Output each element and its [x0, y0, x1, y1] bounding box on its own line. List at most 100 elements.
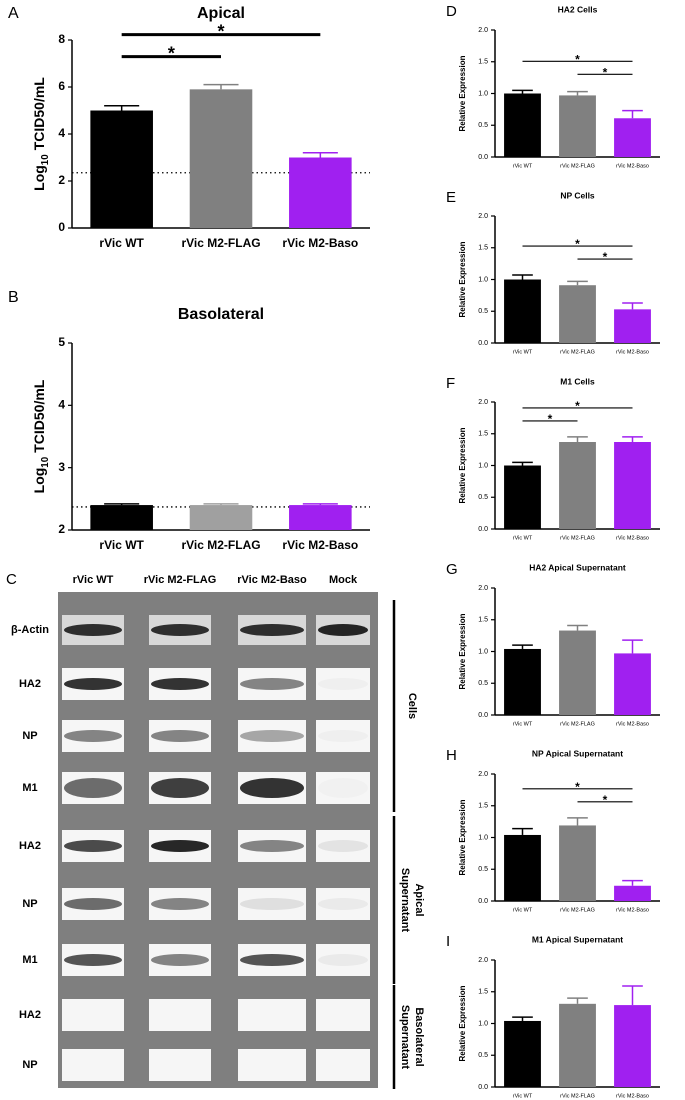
error-bar [567, 817, 588, 826]
bar [90, 110, 153, 228]
y-tick-label: 0.5 [478, 1052, 488, 1059]
blot-band [318, 840, 368, 852]
significance-label: * [603, 250, 608, 264]
blot-row-label: M1 [22, 954, 37, 966]
blot-band [240, 954, 304, 966]
blot-box [316, 944, 370, 976]
y-axis-label-part: Log [31, 468, 47, 494]
significance-label: * [575, 780, 580, 794]
blot-band [64, 624, 122, 636]
blot-band [240, 778, 304, 798]
y-tick-label: 2.0 [478, 771, 488, 778]
y-tick-label: 0.0 [478, 340, 488, 347]
blot-band [151, 898, 209, 910]
blot-row-label: HA2 [19, 1009, 41, 1021]
y-axis-label-part: Relative Expression [458, 799, 467, 875]
chart-title: M1 Apical Supernatant [532, 934, 623, 944]
error-bar [512, 827, 533, 835]
blot-band [151, 624, 209, 636]
bar [504, 465, 541, 529]
bar [559, 825, 596, 901]
y-tick-label: 2 [58, 173, 65, 187]
blot-group-label: Supernatant [399, 1005, 411, 1070]
blot-band [64, 778, 122, 798]
error-bar [512, 274, 533, 280]
error-bar [512, 1016, 533, 1021]
bar [559, 442, 596, 529]
blot-band [64, 730, 122, 742]
x-tick-label: rVic M2-FLAG [560, 163, 595, 169]
panel-label: B [8, 289, 19, 306]
blot-group-label: Basolateral [413, 1007, 425, 1066]
y-axis-label-part: 10 [40, 154, 51, 165]
error-bar [622, 879, 643, 886]
panel-label: E [446, 189, 456, 206]
blot-band [318, 954, 368, 966]
blot-box [316, 668, 370, 700]
chart-title: NP Apical Supernatant [532, 748, 623, 758]
x-tick-label: rVic M2-Baso [616, 535, 649, 541]
y-tick-label: 0 [58, 220, 65, 234]
x-tick-label: rVic WT [513, 721, 533, 727]
bar [614, 885, 651, 901]
x-tick-label: rVic M2-FLAG [560, 721, 595, 727]
y-tick-label: 0.0 [478, 898, 488, 905]
panel-label: D [446, 3, 457, 20]
y-axis-label: Relative Expression [458, 241, 467, 317]
blot-box [62, 1049, 124, 1081]
bar [559, 285, 596, 343]
blot-band [151, 730, 209, 742]
blot-band [318, 678, 368, 690]
panel-label: I [446, 933, 450, 950]
y-axis-label-part: TCID50/mL [31, 77, 47, 151]
error-bar [512, 644, 533, 649]
x-tick-label: rVic M2-Baso [616, 721, 649, 727]
blot-group-label: Apical [413, 883, 425, 916]
blot-band [151, 778, 209, 798]
blot-band [240, 730, 304, 742]
blot-group-label: Cells [406, 693, 418, 719]
blot-column-label: rVic M2-Baso [237, 574, 307, 586]
blot-row-label: M1 [22, 782, 37, 794]
blot-band [240, 678, 304, 690]
bar [189, 505, 253, 530]
bar [614, 442, 651, 529]
blot-band [240, 840, 304, 852]
chart-title: Apical [197, 5, 245, 22]
blot-band [318, 898, 368, 910]
y-tick-label: 2 [58, 522, 65, 536]
error-bar [622, 985, 643, 1006]
chart-title: M1 Cells [560, 376, 595, 386]
error-bar [104, 503, 140, 506]
blot-band [240, 624, 304, 636]
y-tick-label: 2.0 [478, 27, 488, 34]
error-bar [567, 997, 588, 1004]
y-tick-label: 1.0 [478, 834, 488, 841]
blot-box [62, 999, 124, 1031]
significance-label: * [575, 52, 580, 66]
x-tick-label: rVic WT [99, 538, 144, 552]
blot-row-label: NP [22, 1059, 37, 1071]
y-axis-label-part: TCID50/mL [31, 379, 47, 453]
bar [504, 279, 541, 343]
x-tick-label: rVic M2-FLAG [560, 907, 595, 913]
y-axis-label-part: 10 [40, 456, 51, 467]
error-bar [203, 83, 239, 90]
blot-group-label: Supernatant [399, 868, 411, 933]
x-tick-label: rVic WT [513, 1093, 533, 1099]
y-axis-label-part: Relative Expression [458, 427, 467, 503]
chart-title: Basolateral [178, 306, 264, 323]
y-tick-label: 4 [58, 398, 65, 412]
error-bar [512, 89, 533, 94]
blot-box [238, 1049, 306, 1081]
y-tick-label: 0.5 [478, 308, 488, 315]
y-axis-label: Relative Expression [458, 427, 467, 503]
y-axis-label-part: Relative Expression [458, 241, 467, 317]
y-axis-label-part: Relative Expression [458, 613, 467, 689]
error-bar [622, 639, 643, 654]
blot-column-label: rVic M2-FLAG [144, 574, 217, 586]
blot-box [316, 720, 370, 752]
blot-band [240, 898, 304, 910]
y-axis-label: Relative Expression [458, 55, 467, 131]
